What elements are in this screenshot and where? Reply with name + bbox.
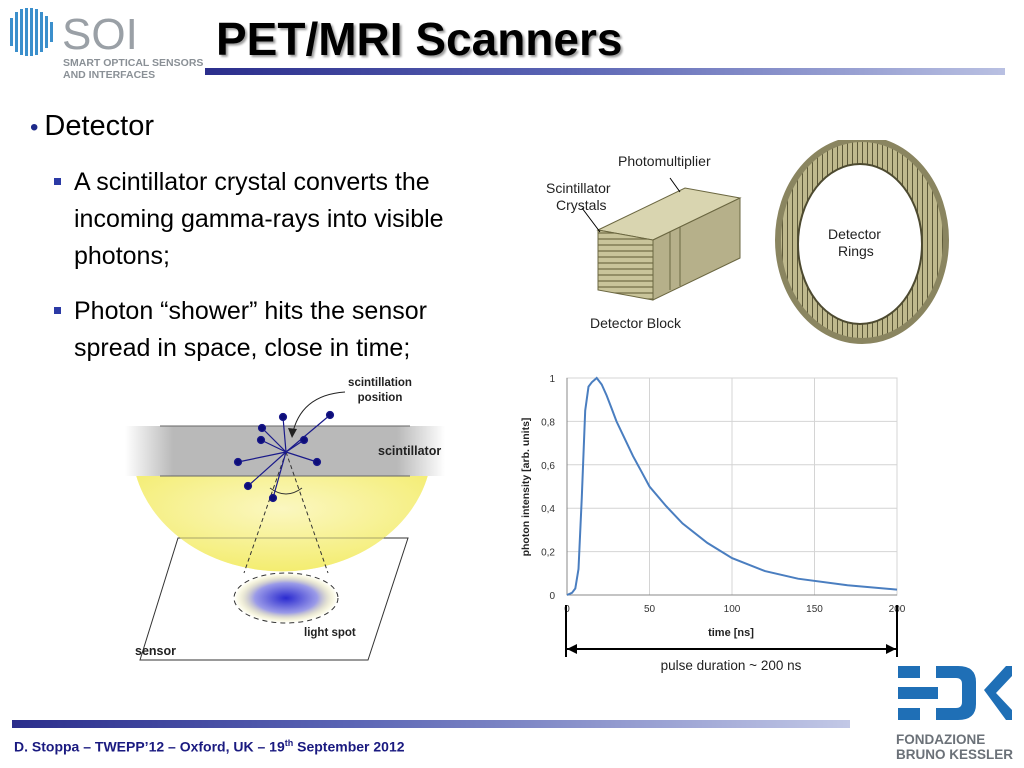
fbk-logo-mark-icon xyxy=(898,666,1012,720)
label-rings-2: Rings xyxy=(838,243,874,259)
detector-block-icon xyxy=(596,187,742,301)
footer-suffix: September 2012 xyxy=(293,738,405,755)
photon-burst-icon xyxy=(233,410,335,503)
light-spot-icon xyxy=(234,573,338,623)
y-tick-label: 0,2 xyxy=(541,548,555,559)
footer-text: D. Stoppa – TWEPP’12 – Oxford, UK – 19th… xyxy=(14,738,405,755)
pmt-leader xyxy=(669,177,681,193)
pulse-chart: 05010015020000,20,40,60,81 photon intens… xyxy=(520,374,906,673)
y-tick-label: 1 xyxy=(549,374,555,385)
detector-ring-icon xyxy=(775,140,949,344)
subbullet-1: A scintillator crystal converts the inco… xyxy=(54,164,508,275)
y-axis-label: photon intensity [arb. units] xyxy=(520,418,532,557)
bullet-detector: • Detector xyxy=(30,110,154,143)
bullet-dot-icon: • xyxy=(30,114,39,141)
subbullet-1-line-1: A scintillator crystal converts the xyxy=(74,168,430,196)
label-rings-1: Detector xyxy=(828,226,881,242)
label-light-spot: light spot xyxy=(304,627,356,639)
square-bullet-icon xyxy=(54,307,61,314)
soi-logo-line1: SMART OPTICAL SENSORS xyxy=(63,57,203,69)
light-spot-figure: scintillation position scintillator ligh… xyxy=(125,377,445,661)
series-line xyxy=(566,376,898,596)
subbullet-2: Photon “shower” hits the sensor spread i… xyxy=(54,293,508,367)
label-position: position xyxy=(358,392,403,404)
square-bullet-icon xyxy=(54,178,61,185)
page-title: PET/MRI Scanners xyxy=(216,13,623,65)
detector-figure: Photomultiplier Scintillator Crystals De… xyxy=(546,140,949,344)
bullet-label: Detector xyxy=(44,110,155,142)
soi-logo-mark: SOI xyxy=(62,10,138,59)
x-axis-label: time [ns] xyxy=(708,627,754,639)
chart-axes xyxy=(566,378,897,596)
soi-logo: SOI SMART OPTICAL SENSORS AND INTERFACES xyxy=(10,8,203,81)
label-sensor: sensor xyxy=(135,644,176,658)
label-crystals-2: Crystals xyxy=(556,197,607,213)
soi-logo-mark-icon xyxy=(10,8,53,56)
footer-sup: th xyxy=(284,738,294,748)
fbk-logo: FONDAZIONE BRUNO KESSLER xyxy=(896,666,1013,762)
x-tick-label: 150 xyxy=(806,604,823,615)
y-tick-label: 0 xyxy=(549,591,555,602)
chart-grid xyxy=(566,377,898,596)
crystal-leader xyxy=(581,207,601,233)
x-tick-label: 50 xyxy=(644,604,656,615)
label-scintillation: scintillation xyxy=(348,377,412,389)
footer-prefix: D. Stoppa – TWEPP’12 – Oxford, UK – 19 xyxy=(14,738,285,755)
label-detector-block: Detector Block xyxy=(590,315,682,331)
subbullet-2-line-2: spread in space, close in time; xyxy=(74,334,411,362)
subbullet-1-line-2: incoming gamma-rays into visible xyxy=(74,205,444,233)
y-tick-label: 0,4 xyxy=(541,504,555,515)
label-photomultiplier: Photomultiplier xyxy=(618,153,711,169)
label-crystals-1: Scintillator xyxy=(546,180,611,196)
soi-logo-line2: AND INTERFACES xyxy=(63,69,155,81)
fbk-logo-line1: FONDAZIONE xyxy=(896,732,985,747)
pulse-duration-label: pulse duration ~ 200 ns xyxy=(661,658,802,673)
label-scintillator: scintillator xyxy=(378,444,441,458)
x-tick-label: 0 xyxy=(564,604,570,615)
x-tick-label: 100 xyxy=(724,604,741,615)
subbullet-1-line-3: photons; xyxy=(74,242,170,270)
y-tick-label: 0,6 xyxy=(541,461,555,472)
subbullet-2-line-1: Photon “shower” hits the sensor xyxy=(74,297,427,325)
pulse-duration-arrow xyxy=(565,605,898,657)
title-divider xyxy=(205,68,1005,75)
y-tick-label: 0,8 xyxy=(541,417,555,428)
fbk-logo-line2: BRUNO KESSLER xyxy=(896,747,1013,762)
footer-divider xyxy=(12,720,850,728)
